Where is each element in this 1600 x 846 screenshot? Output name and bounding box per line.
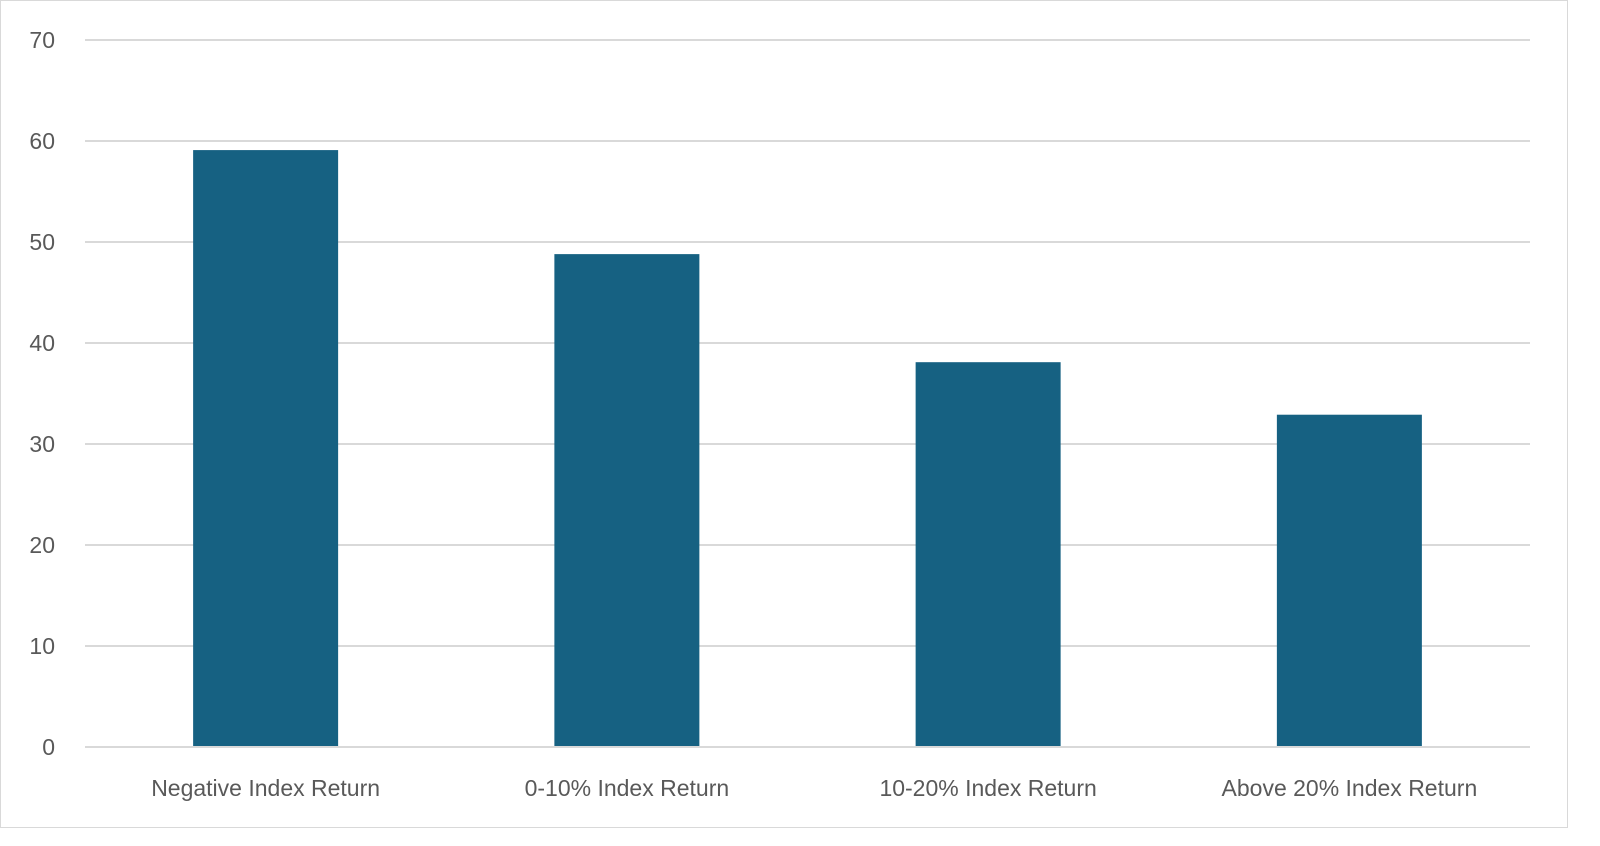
y-tick-label: 40 [29, 330, 55, 356]
y-tick-label: 50 [29, 229, 55, 255]
y-tick-label: 20 [29, 532, 55, 558]
x-tick-label: Negative Index Return [151, 775, 380, 801]
x-tick-label: 10-20% Index Return [879, 775, 1096, 801]
y-tick-label: 60 [29, 128, 55, 154]
bar-1 [554, 254, 700, 747]
x-tick-label: 0-10% Index Return [525, 775, 730, 801]
bar-3 [1276, 414, 1422, 747]
bar-0 [193, 150, 339, 748]
y-tick-label: 70 [29, 27, 55, 53]
x-tick-label: Above 20% Index Return [1222, 775, 1478, 801]
bar-2 [915, 362, 1061, 747]
y-tick-label: 0 [42, 734, 55, 760]
y-tick-label: 30 [29, 431, 55, 457]
y-tick-label: 10 [29, 633, 55, 659]
